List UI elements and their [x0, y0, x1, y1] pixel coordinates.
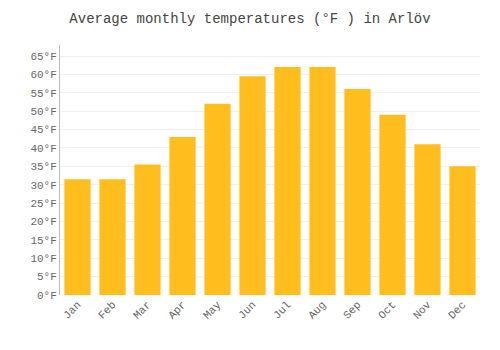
svg-text:Nov: Nov [411, 299, 434, 322]
svg-text:40°F: 40°F [30, 143, 56, 155]
svg-text:20°F: 20°F [30, 216, 56, 228]
svg-text:15°F: 15°F [30, 235, 56, 247]
svg-text:Jun: Jun [236, 299, 258, 321]
svg-text:Jan: Jan [61, 299, 83, 321]
svg-text:10°F: 10°F [30, 253, 56, 265]
svg-text:Apr: Apr [166, 299, 188, 321]
svg-text:Jul: Jul [271, 299, 293, 321]
svg-text:Aug: Aug [306, 299, 328, 321]
svg-text:Dec: Dec [446, 299, 468, 321]
svg-text:5°F: 5°F [37, 271, 57, 283]
svg-text:50°F: 50°F [30, 106, 56, 118]
svg-text:45°F: 45°F [30, 124, 56, 136]
svg-text:35°F: 35°F [30, 161, 56, 173]
svg-text:May: May [201, 299, 224, 322]
svg-text:65°F: 65°F [30, 51, 56, 63]
svg-text:0°F: 0°F [37, 290, 57, 302]
svg-text:55°F: 55°F [30, 88, 56, 100]
svg-text:60°F: 60°F [30, 69, 56, 81]
svg-text:Feb: Feb [96, 299, 118, 321]
svg-text:25°F: 25°F [30, 198, 56, 210]
svg-text:30°F: 30°F [30, 180, 56, 192]
svg-text:Oct: Oct [376, 299, 398, 321]
svg-text:Sep: Sep [341, 299, 363, 321]
svg-text:Average monthly temperatures (: Average monthly temperatures (°F ) in Ar… [69, 11, 430, 27]
svg-text:Mar: Mar [131, 299, 153, 321]
